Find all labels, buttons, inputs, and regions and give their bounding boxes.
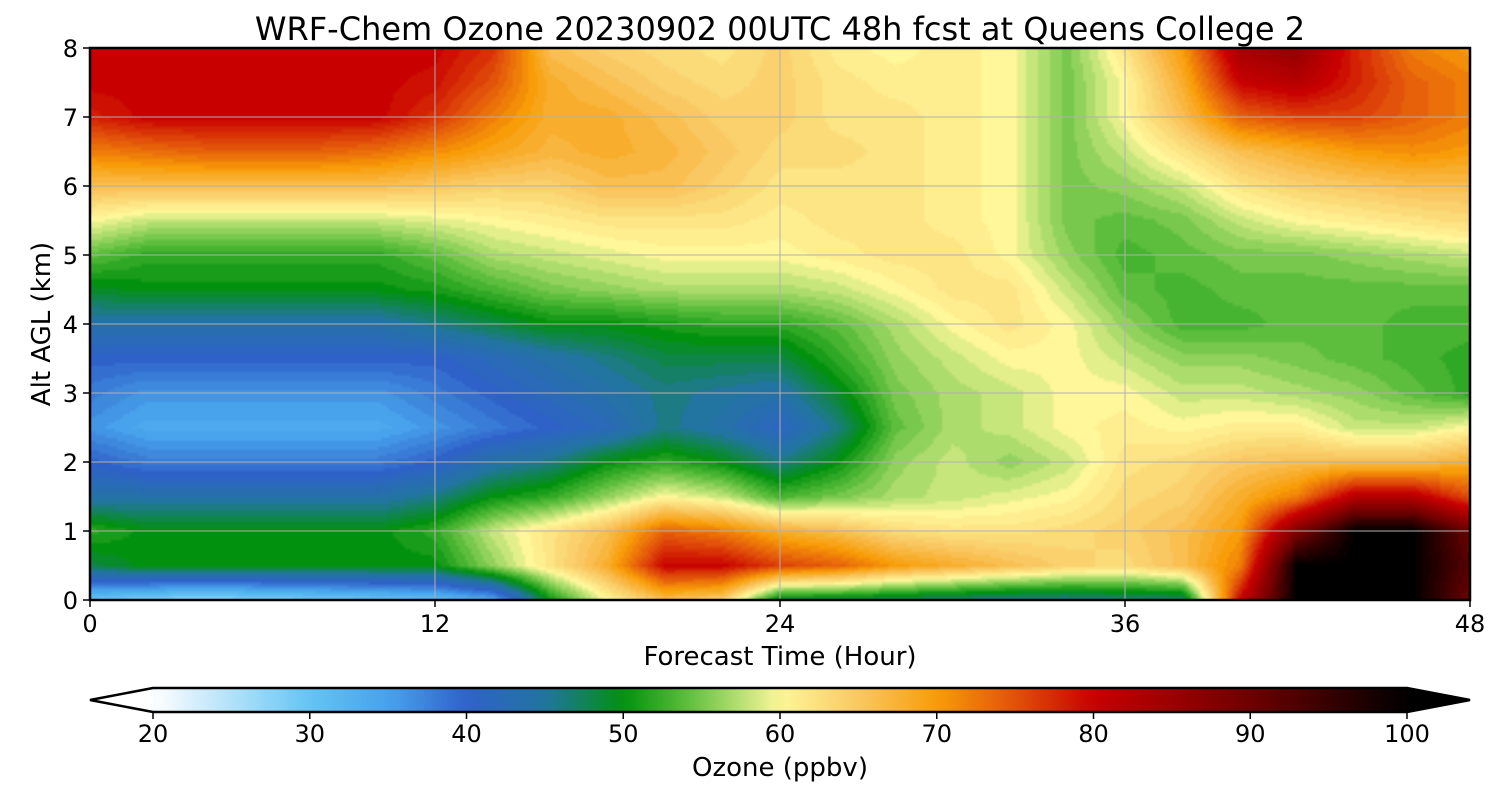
grid <box>90 48 1470 600</box>
colorbar: 20 30 40 50 60 70 80 90 100 Ozone (ppbv) <box>89 686 1471 783</box>
colorbar-extend-high <box>1407 688 1470 712</box>
x-tick-label: 36 <box>1110 610 1141 638</box>
y-tick-label: 1 <box>63 518 78 546</box>
colorbar-tick-label: 60 <box>765 720 796 748</box>
x-tick-label: 48 <box>1455 610 1486 638</box>
y-tick-label: 4 <box>63 311 78 339</box>
x-tick-label: 0 <box>82 610 97 638</box>
chart-title: WRF-Chem Ozone 20230902 00UTC 48h fcst a… <box>255 10 1305 48</box>
colorbar-tick-label: 50 <box>608 720 639 748</box>
x-axis: 0 12 24 36 48 <box>82 600 1485 638</box>
y-tick-label: 2 <box>63 449 78 477</box>
y-tick-label: 0 <box>63 587 78 615</box>
colorbar-tick-label: 30 <box>294 720 325 748</box>
plot-area <box>88 46 1472 602</box>
y-axis: 0 1 2 3 4 5 6 7 8 <box>63 35 90 615</box>
colorbar-tick-label: 20 <box>138 720 169 748</box>
colorbar-tick-label: 40 <box>451 720 482 748</box>
x-axis-label: Forecast Time (Hour) <box>643 642 916 672</box>
colorbar-tick-label: 100 <box>1384 720 1430 748</box>
colorbar-tick-label: 90 <box>1235 720 1266 748</box>
y-tick-label: 8 <box>63 35 78 63</box>
colorbar-gradient <box>153 688 1407 712</box>
colorbar-tick-label: 80 <box>1078 720 1109 748</box>
y-axis-label: Alt AGL (km) <box>27 242 57 406</box>
colorbar-tick-label: 70 <box>921 720 952 748</box>
colorbar-ticks: 20 30 40 50 60 70 80 90 100 <box>138 712 1430 748</box>
y-tick-label: 5 <box>63 242 78 270</box>
y-tick-label: 3 <box>63 380 78 408</box>
colorbar-extend-low <box>90 688 153 712</box>
colorbar-label: Ozone (ppbv) <box>692 753 868 783</box>
x-tick-label: 12 <box>420 610 451 638</box>
y-tick-label: 7 <box>63 104 78 132</box>
x-tick-label: 24 <box>765 610 796 638</box>
y-tick-label: 6 <box>63 173 78 201</box>
